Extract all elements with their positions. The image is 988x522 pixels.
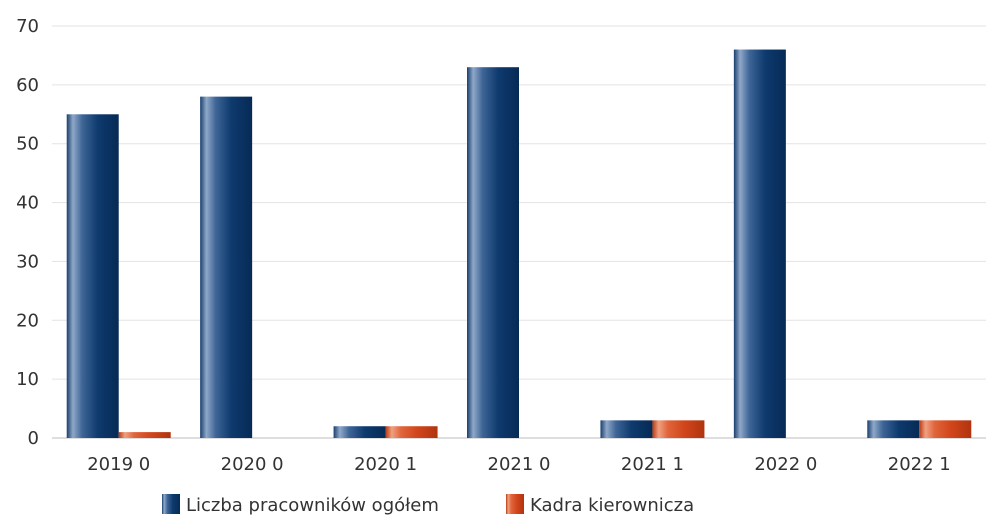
- y-tick-label: 40: [16, 193, 39, 214]
- legend-label: Kadra kierownicza: [530, 495, 694, 516]
- x-tick-label: 2022 0: [754, 454, 817, 475]
- bar-total-employees: [600, 420, 653, 438]
- y-tick-label: 30: [16, 251, 39, 272]
- bar-total-employees: [66, 114, 119, 439]
- legend-label: Liczba pracowników ogółem: [186, 495, 439, 516]
- bar-total-employees: [733, 49, 786, 439]
- y-tick-label: 20: [16, 310, 39, 331]
- y-tick-label: 60: [16, 75, 39, 96]
- x-tick-label: 2020 1: [354, 454, 417, 475]
- legend: Liczba pracowników ogółem Kadra kierownic…: [162, 494, 694, 516]
- bar-total-employees: [467, 67, 519, 438]
- x-tick-label: 2020 0: [221, 454, 284, 475]
- bar-management: [652, 420, 705, 438]
- x-tick-label: 2021 1: [621, 454, 684, 475]
- x-tick-label: 2022 1: [888, 454, 951, 475]
- y-tick-label: 0: [28, 428, 39, 449]
- bar-management: [385, 426, 438, 438]
- y-tick-label: 50: [16, 134, 39, 155]
- bars: [66, 49, 972, 439]
- bar-management: [919, 420, 972, 438]
- legend-swatch: [506, 494, 524, 514]
- legend-swatch: [162, 494, 180, 514]
- bar-management: [118, 432, 171, 438]
- x-tick-label: 2021 0: [488, 454, 551, 475]
- bar-total-employees: [333, 426, 386, 438]
- y-tick-label: 70: [16, 16, 39, 37]
- bar-total-employees: [200, 96, 253, 438]
- x-tick-label: 2019 0: [87, 454, 150, 475]
- x-axis: 2019 0 2020 0 2020 1 2021 0 2021 1 2022 0 2022…: [87, 454, 951, 475]
- y-axis: 0 10 20 30 40 50 60 70: [16, 16, 39, 449]
- y-tick-label: 10: [16, 369, 39, 390]
- bar-total-employees: [867, 420, 920, 438]
